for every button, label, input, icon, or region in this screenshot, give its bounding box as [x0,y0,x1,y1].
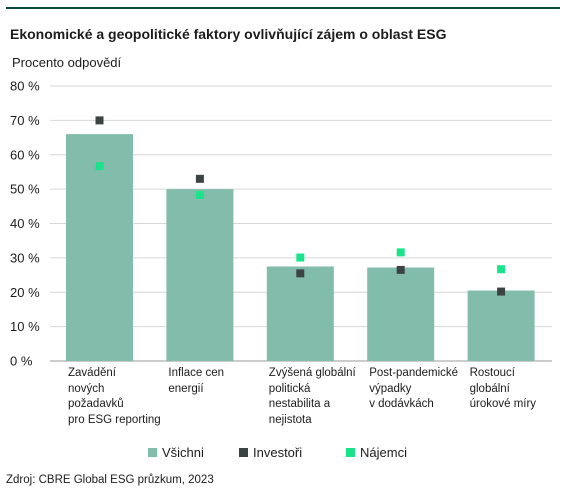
legend-swatch [239,448,248,457]
x-category-label-line: Zvýšená globální [268,367,356,379]
legend-swatch [148,448,157,457]
x-category-label-line: globální [469,382,510,395]
legend-swatch [346,448,355,457]
y-tick-label: 30 % [10,250,40,265]
x-category-label-line: v dodávkách [369,398,434,410]
y-tick-label: 0 % [10,354,33,369]
chart-title: Ekonomické a geopolitické faktory ovlivň… [10,26,447,42]
y-tick-label: 40 % [10,216,40,231]
bar-all-respondents [266,266,334,361]
y-tick-label: 20 % [10,285,40,300]
marker-investors [396,265,405,274]
legend-label: Nájemci [360,445,407,460]
x-category-label-line: úrokové míry [469,398,537,410]
y-tick-label: 80 % [10,79,40,94]
y-axis-label: Procento odpovědí [12,55,122,70]
marker-tenants [296,253,305,262]
marker-investors [296,269,305,278]
x-category-label-line: nejistota [268,413,312,426]
x-category-label-line: nestabilita a [268,398,331,410]
marker-tenants [95,162,104,171]
legend-item: Všichni [148,445,204,460]
y-tick-label: 60 % [10,147,40,162]
marker-tenants [497,265,506,274]
y-tick-label: 70 % [10,113,40,128]
x-category-label-line: energií [168,382,204,395]
y-tick-label: 50 % [10,182,40,197]
source-note: Zdroj: CBRE Global ESG průzkum, 2023 [6,474,214,486]
legend-item: Investoři [239,445,302,460]
legend-label: Investoři [253,445,303,460]
x-category-label-line: nových [68,382,105,395]
marker-tenants [195,190,204,199]
legend-item: Nájemci [346,445,407,460]
bar-all-respondents [367,267,435,361]
x-category-label-line: Zavádění [68,367,116,379]
x-category-label: Zvýšená globální politická nestabilita a ne… [269,366,361,428]
x-category-label-line: výpadky [369,382,412,395]
marker-investors [95,116,104,125]
x-category-label-line: Inflace cen [168,367,225,379]
legend-label: Všichni [162,445,204,460]
x-category-label-line: Rostoucí [469,367,515,379]
marker-tenants [396,248,405,257]
marker-investors [195,174,204,183]
x-category-label: Inflace cen energií [168,366,260,397]
x-category-label: Zavádění nových požadavků pro ESG reporting [68,366,161,428]
bar-all-respondents [66,134,133,361]
marker-investors [497,287,506,296]
x-category-label-line: požadavků [68,398,124,410]
x-category-label-line: Post-pandemické [369,367,459,379]
top-accent-rule [6,7,560,9]
bar-all-respondents [166,189,234,361]
y-tick-label: 10 % [10,319,40,334]
x-category-label: Rostoucí globální úrokové míry [470,366,562,413]
x-category-label: Post-pandemické výpadky v dodávkách [369,366,461,413]
bar-all-respondents [467,290,535,361]
x-category-label-line: politická [268,382,311,395]
x-category-label-line: pro ESG reporting [68,413,161,426]
